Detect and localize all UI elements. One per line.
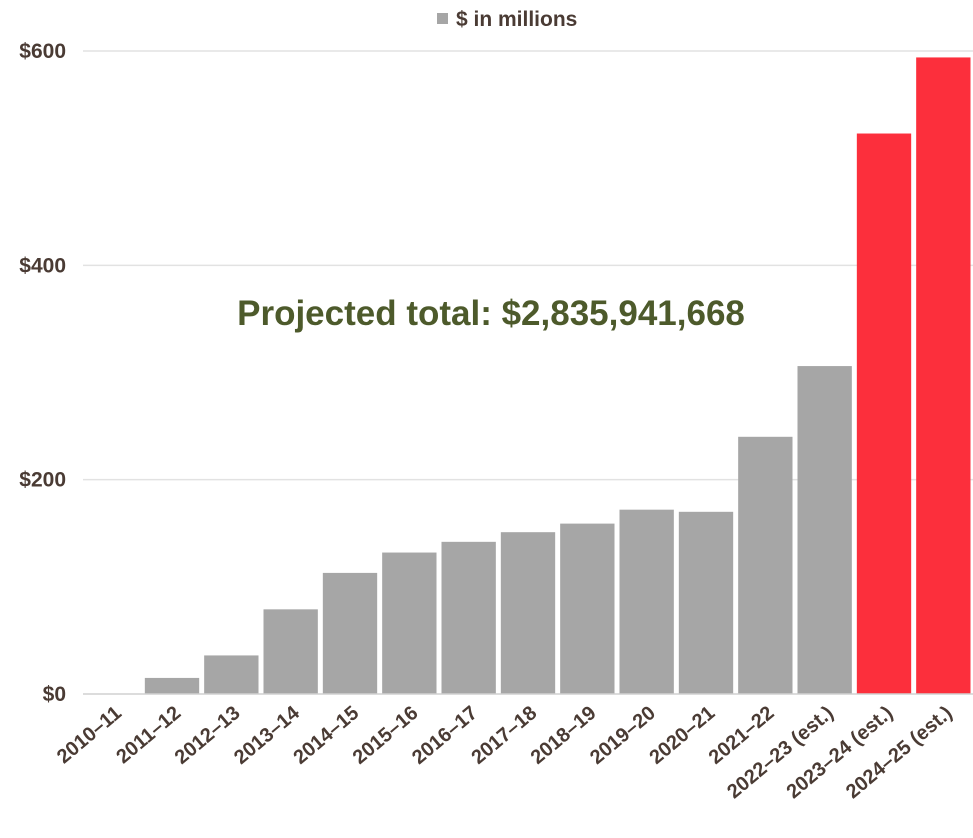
bar xyxy=(738,436,793,694)
x-tick-label: 2024–25 (est.) xyxy=(842,702,957,803)
y-axis: $0 $200 $400 $600 xyxy=(19,40,66,706)
bar xyxy=(144,677,200,694)
legend-swatch xyxy=(437,13,448,24)
x-tick-label: 2016–17 xyxy=(408,702,482,769)
x-axis: 2010–112011–122012–132013–142014–152015–… xyxy=(53,701,957,803)
x-tick-label: 2014–15 xyxy=(289,702,363,769)
bar xyxy=(500,532,556,694)
x-tick-label: 2018–19 xyxy=(527,702,601,769)
bar xyxy=(322,572,378,694)
x-tick-label: 2015–16 xyxy=(349,702,423,769)
y-tick-label: $0 xyxy=(43,683,66,706)
x-tick-label: 2022–23 (est.) xyxy=(723,702,838,803)
x-tick-label: 2013–14 xyxy=(230,701,304,768)
bar xyxy=(619,509,674,694)
bar xyxy=(204,655,259,694)
bar xyxy=(797,366,852,694)
bar xyxy=(856,133,912,695)
x-tick-label: 2019–20 xyxy=(586,702,660,769)
y-tick-label: $400 xyxy=(19,254,66,277)
bar xyxy=(441,541,496,694)
x-tick-label: 2020–21 xyxy=(645,702,719,769)
projected-total-annotation: Projected total: $2,835,941,668 xyxy=(237,294,745,333)
bar xyxy=(263,609,318,694)
x-tick-label: 2017–18 xyxy=(467,702,541,769)
x-tick-label: 2012–13 xyxy=(171,702,245,769)
legend-label: $ in millions xyxy=(456,8,577,31)
bar xyxy=(560,523,615,694)
legend: $ in millions xyxy=(437,8,577,31)
y-tick-label: $600 xyxy=(19,40,66,63)
x-tick-label: 2010–11 xyxy=(53,702,126,768)
bars xyxy=(144,57,971,695)
x-tick-label: 2023–24 (est.) xyxy=(783,702,898,803)
x-tick-label: 2011–12 xyxy=(112,702,185,768)
bar xyxy=(678,511,734,694)
bar xyxy=(916,57,971,695)
bar xyxy=(382,552,437,694)
y-tick-label: $200 xyxy=(19,469,66,492)
